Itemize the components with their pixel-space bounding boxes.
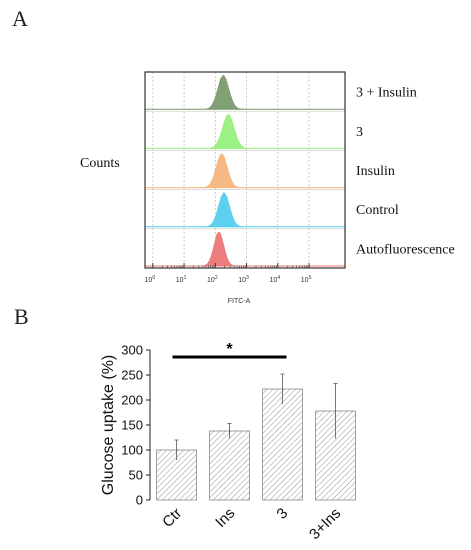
- histogram-y-axis-label: Counts: [80, 156, 120, 171]
- bar-x-axis: Ctr Ins 3 3+Ins: [159, 505, 344, 543]
- histogram-x-axis-label: FITC-A: [228, 298, 251, 305]
- x-tick-label-3: 103: [238, 275, 249, 284]
- bar-y-axis: 0 50 100 150 200 250 300: [121, 343, 151, 508]
- legend-label-4: Autofluorescence: [356, 242, 455, 257]
- y-tick-label-1: 50: [129, 468, 143, 483]
- significance-marker: *: [172, 341, 287, 359]
- significance-asterisk: *: [226, 341, 233, 358]
- series-curve-2: [193, 152, 250, 188]
- bar-2: [262, 388, 303, 501]
- bar-y-axis-label: Glucose uptake (%): [100, 355, 117, 496]
- series-curve-4: [190, 231, 247, 267]
- series-curve-3: [195, 192, 253, 228]
- x-category-label-0: Ctr: [159, 505, 185, 531]
- legend-label-2: Insulin: [356, 164, 395, 179]
- y-tick-label-5: 250: [121, 368, 143, 383]
- x-tick-label-2: 102: [207, 275, 218, 284]
- y-tick-label-2: 100: [121, 443, 143, 458]
- histogram-legend: 3 + Insulin 3 Insulin Control Autofluorescen…: [356, 86, 455, 258]
- histogram-x-axis: 100 101 102 103 104 105: [145, 263, 312, 284]
- y-tick-label-0: 0: [136, 493, 143, 508]
- y-tick-label-6: 300: [121, 343, 143, 358]
- y-tick-label-4: 200: [121, 393, 143, 408]
- x-tick-label-1: 101: [176, 275, 187, 284]
- histogram-separators: [145, 110, 345, 230]
- x-tick-label-0: 100: [145, 275, 156, 284]
- x-category-label-1: Ins: [212, 505, 238, 531]
- bar-series: [156, 373, 356, 501]
- histogram-curves: [145, 74, 345, 267]
- panel-b-label: B: [14, 304, 29, 329]
- legend-label-3: Control: [356, 203, 399, 218]
- x-category-label-3: 3+Ins: [306, 505, 344, 543]
- y-tick-label-3: 150: [121, 418, 143, 433]
- bar-1: [209, 430, 250, 501]
- bar-0: [156, 449, 197, 501]
- panel-a-label: A: [12, 6, 28, 31]
- series-curve-1: [200, 113, 257, 149]
- x-category-label-2: 3: [273, 505, 291, 523]
- legend-label-1: 3: [356, 125, 363, 140]
- series-curve-0: [195, 74, 252, 110]
- x-tick-label-5: 105: [301, 275, 312, 284]
- x-tick-label-4: 104: [270, 275, 281, 284]
- legend-label-0: 3 + Insulin: [356, 86, 417, 101]
